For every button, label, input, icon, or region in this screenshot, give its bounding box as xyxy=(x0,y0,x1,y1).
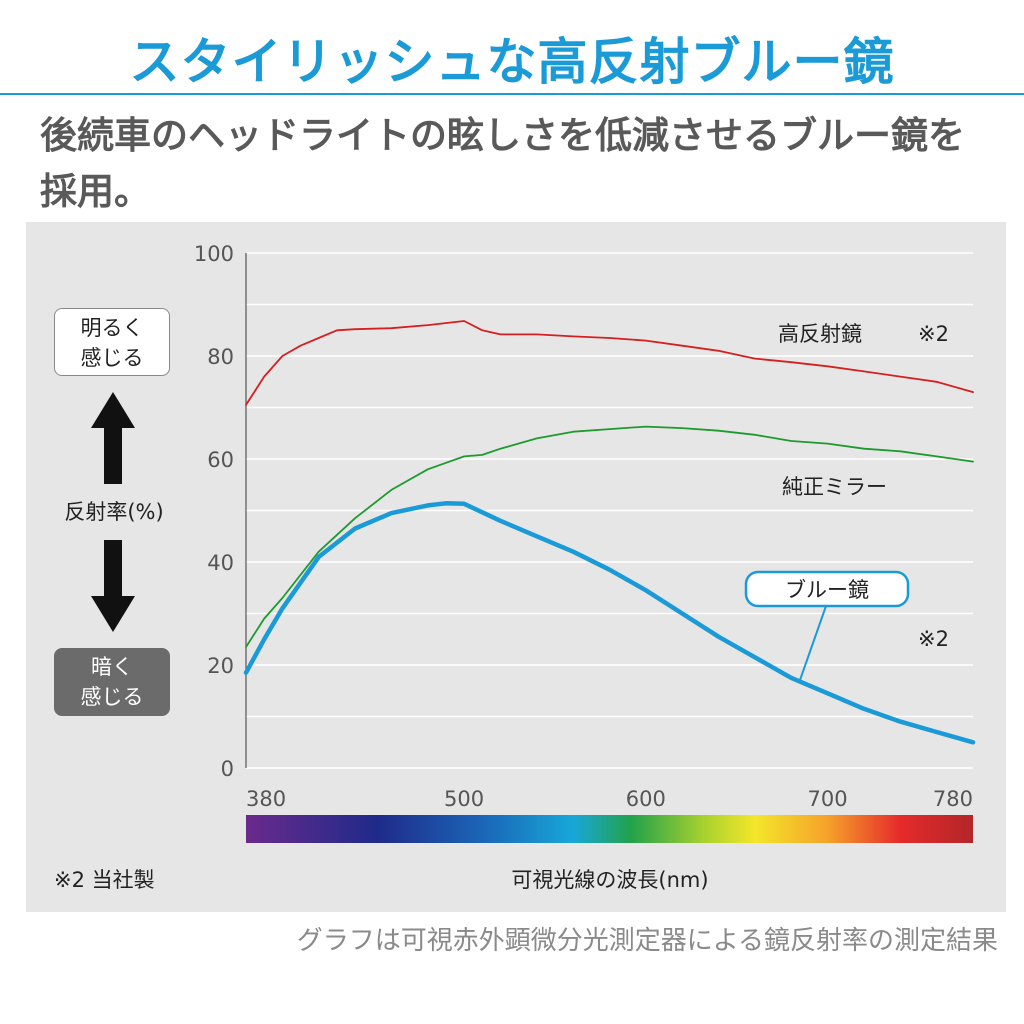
legend-high-reflect: 高反射鏡 xyxy=(778,322,862,346)
legend-blue-mirror: ブルー鏡 xyxy=(785,578,869,602)
dark-label: 暗く 感じる xyxy=(80,655,144,709)
y-tick-label: 80 xyxy=(207,345,234,369)
spectrum-bar xyxy=(246,815,973,843)
y-tick-label: 40 xyxy=(207,551,234,575)
lead-text: 後続車のヘッドライトの眩しさを低減させるブルー鏡を採用。 xyxy=(40,114,965,213)
dark-label-box: 暗く 感じる xyxy=(54,648,170,716)
callout-box xyxy=(744,570,910,608)
x-tick-label: 500 xyxy=(444,787,484,811)
footnote: ※2 当社製 xyxy=(54,868,155,892)
x-axis-title: 可視光線の波長(nm) xyxy=(511,868,709,892)
y-tick-label: 100 xyxy=(194,242,234,266)
callout-leader xyxy=(799,605,827,681)
series-line-1 xyxy=(245,320,974,406)
caption: グラフは可視赤外顕微分光測定器による鏡反射率の測定結果 xyxy=(296,926,998,956)
x-tick-label: 700 xyxy=(808,787,848,811)
bright-label-box: 明るく 感じる xyxy=(54,308,170,376)
x-tick-label: 600 xyxy=(626,787,666,811)
arrow-down-icon xyxy=(91,540,135,632)
y-tick-label: 0 xyxy=(221,757,234,781)
bright-label: 明るく 感じる xyxy=(80,316,144,370)
series-line-2 xyxy=(245,425,974,648)
x-tick-label: 380 xyxy=(246,787,286,811)
divider xyxy=(0,93,1024,95)
legend-oem-mirror: 純正ミラー xyxy=(782,475,887,499)
y-tick-label: 60 xyxy=(207,448,234,472)
arrow-up-icon xyxy=(91,392,135,484)
y-tick-label: 20 xyxy=(207,654,234,678)
headline: スタイリッシュな高反射ブルー鏡 xyxy=(129,33,895,91)
y-axis-title: 反射率(%) xyxy=(64,500,164,524)
x-tick-label: 780 xyxy=(933,787,973,811)
chart-panel xyxy=(26,222,1006,912)
legend-blue-mirror-note: ※2 xyxy=(918,627,949,651)
series-line-3 xyxy=(243,501,976,745)
legend-high-reflect-note: ※2 xyxy=(918,322,949,346)
